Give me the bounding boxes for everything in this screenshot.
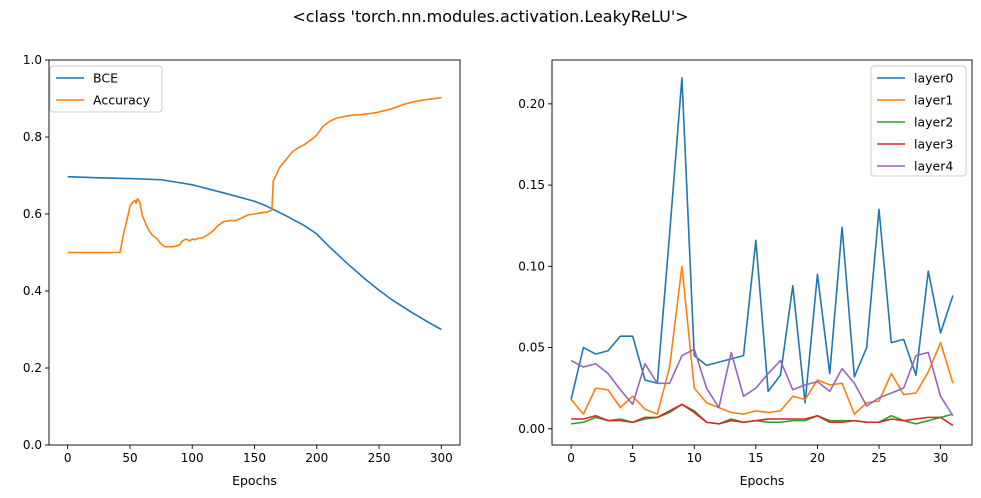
legend-label-layer4: layer4 bbox=[914, 159, 953, 174]
right-chart-layer-values: 0 5 10 15 20 25 30 0.00 0.05 0.10 0.15 0.20 Epochs la… bbox=[518, 59, 973, 488]
x-tick-label: 5 bbox=[629, 451, 637, 465]
x-tick-label: 0 bbox=[64, 451, 72, 465]
legend-label-layer3: layer3 bbox=[914, 137, 953, 152]
series-line-layer3 bbox=[571, 403, 954, 427]
y-tick-label: 0.8 bbox=[23, 130, 42, 144]
x-axis-label: Epochs bbox=[740, 473, 785, 488]
figure-title: <class 'torch.nn.modules.activation.Leak… bbox=[292, 7, 689, 26]
x-tick-label: 20 bbox=[810, 451, 825, 465]
y-tick-label: 0.00 bbox=[518, 422, 545, 436]
series-line-bce bbox=[67, 175, 442, 331]
x-tick-label: 100 bbox=[181, 451, 204, 465]
y-tick-label: 0.20 bbox=[518, 97, 545, 111]
legend-label-layer2: layer2 bbox=[914, 115, 953, 130]
series-line-accuracy bbox=[67, 96, 442, 254]
x-tick-label: 0 bbox=[567, 451, 575, 465]
y-tick-label: 0.15 bbox=[518, 178, 545, 192]
x-axis-label: Epochs bbox=[232, 473, 277, 488]
y-tick-label: 0.10 bbox=[518, 259, 545, 273]
x-tick-label: 300 bbox=[430, 451, 453, 465]
series-line-layer0 bbox=[570, 77, 954, 404]
y-tick-label: 0.4 bbox=[23, 284, 42, 298]
x-tick-label: 250 bbox=[368, 451, 391, 465]
y-tick-label: 0.6 bbox=[23, 207, 42, 221]
x-tick-label: 200 bbox=[305, 451, 328, 465]
legend-label-accuracy: Accuracy bbox=[93, 93, 151, 108]
x-tick-label: 10 bbox=[687, 451, 702, 465]
x-tick-label: 15 bbox=[748, 451, 763, 465]
y-tick-label: 0.2 bbox=[23, 361, 42, 375]
legend-label-layer1: layer1 bbox=[914, 93, 953, 108]
legend-label-bce: BCE bbox=[93, 71, 118, 86]
y-tick-label: 1.0 bbox=[23, 53, 42, 67]
legend-box bbox=[870, 65, 967, 177]
left-chart-bce-accuracy: 0 50 100 150 200 250 300 0.0 0.2 0.4 0.6 0.8 1.0 Epoc… bbox=[23, 53, 461, 488]
legend-label-layer0: layer0 bbox=[914, 71, 953, 86]
x-tick-label: 50 bbox=[122, 451, 137, 465]
axes-frame bbox=[551, 59, 973, 446]
series-line-layer4 bbox=[570, 348, 954, 417]
x-tick-label: 30 bbox=[933, 451, 948, 465]
x-tick-label: 150 bbox=[243, 451, 266, 465]
x-tick-label: 25 bbox=[871, 451, 886, 465]
y-tick-label: 0.0 bbox=[23, 438, 42, 452]
y-tick-label: 0.05 bbox=[518, 341, 545, 355]
